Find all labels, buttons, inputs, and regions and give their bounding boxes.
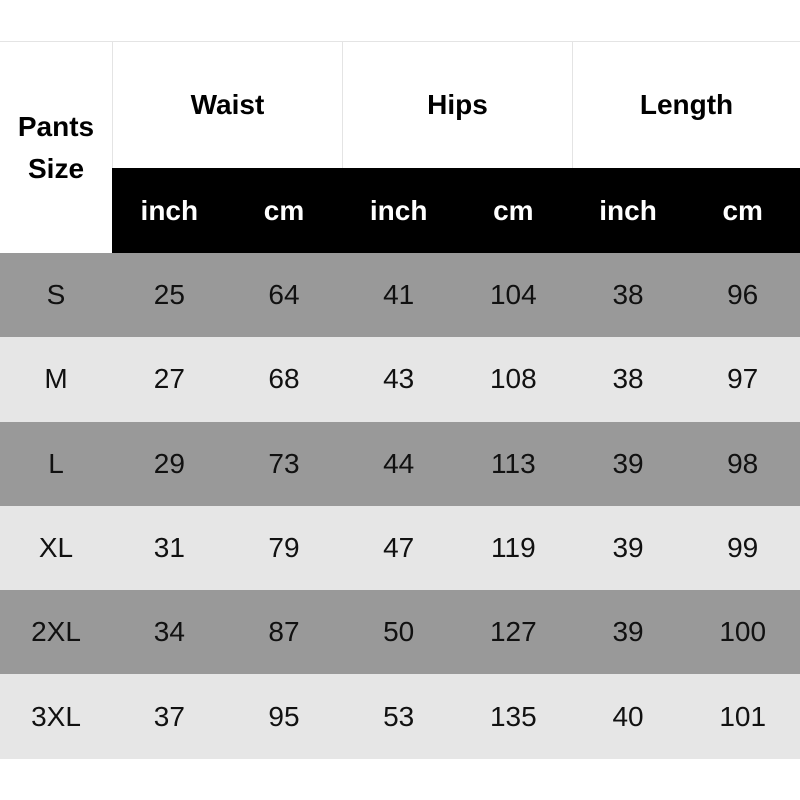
unit-header: inch — [140, 194, 199, 226]
waist-header: Waist — [112, 42, 342, 168]
value-cell: 98 — [727, 447, 759, 479]
value-cell: 44 — [383, 447, 415, 479]
unit-header-row: inch cm inch cm inch cm — [112, 168, 800, 253]
unit-header: cm — [493, 194, 534, 226]
value-cell: 119 — [491, 532, 536, 564]
value-cell: 43 — [383, 363, 415, 395]
value-cell: 101 — [719, 700, 767, 732]
table-row: M 27 68 43 108 38 97 — [0, 337, 800, 422]
value-cell: 95 — [268, 700, 300, 732]
value-cell: 27 — [153, 363, 185, 395]
size-cell: L — [48, 447, 64, 479]
value-cell: 38 — [612, 279, 644, 311]
value-cell: 50 — [383, 616, 415, 648]
value-cell: 113 — [491, 447, 536, 479]
size-chart-table: Pants Size Waist Hips Length inch cm inc… — [0, 41, 800, 759]
value-cell: 47 — [383, 532, 415, 564]
value-cell: 73 — [268, 447, 300, 479]
value-cell: 41 — [383, 279, 415, 311]
table-row: S 25 64 41 104 38 96 — [0, 253, 800, 338]
pants-size-header: Pants Size — [17, 110, 95, 184]
value-cell: 39 — [612, 616, 644, 648]
table-row: L 29 73 44 113 39 98 — [0, 421, 800, 506]
value-cell: 99 — [727, 532, 759, 564]
value-cell: 97 — [727, 363, 759, 395]
value-cell: 53 — [383, 700, 415, 732]
value-cell: 104 — [489, 279, 537, 311]
value-cell: 96 — [727, 279, 759, 311]
table-row: 3XL 37 95 53 135 40 101 — [0, 674, 800, 759]
value-cell: 39 — [612, 447, 644, 479]
value-cell: 29 — [153, 447, 185, 479]
value-cell: 34 — [153, 616, 185, 648]
value-cell: 64 — [268, 279, 300, 311]
value-cell: 135 — [489, 700, 537, 732]
value-cell: 39 — [612, 532, 644, 564]
value-cell: 37 — [153, 700, 185, 732]
table-header: Pants Size Waist Hips Length inch cm inc… — [0, 42, 800, 253]
length-header: Length — [572, 42, 800, 168]
size-cell: 2XL — [31, 616, 81, 648]
value-cell: 25 — [153, 279, 185, 311]
value-cell: 40 — [612, 700, 644, 732]
value-cell: 38 — [612, 363, 644, 395]
value-cell: 68 — [268, 363, 300, 395]
size-cell: M — [44, 363, 68, 395]
hips-header: Hips — [342, 42, 572, 168]
table-body: S 25 64 41 104 38 96 M 27 68 43 108 38 97 L 29 73 44 113 39… — [0, 253, 800, 759]
value-cell: 108 — [489, 363, 537, 395]
unit-header: cm — [722, 194, 763, 226]
size-cell: XL — [38, 532, 74, 564]
unit-header: inch — [599, 194, 657, 226]
unit-header: inch — [369, 194, 428, 226]
value-cell: 87 — [268, 616, 300, 648]
value-cell: 31 — [153, 532, 185, 564]
value-cell: 100 — [719, 616, 767, 648]
value-cell: 79 — [268, 532, 300, 564]
unit-header: cm — [263, 194, 305, 226]
table-row: XL 31 79 47 119 39 99 — [0, 505, 800, 591]
size-cell: S — [46, 279, 66, 311]
size-cell: 3XL — [31, 700, 81, 732]
table-row: 2XL 34 87 50 127 39 100 — [0, 590, 800, 675]
value-cell: 127 — [489, 616, 537, 648]
